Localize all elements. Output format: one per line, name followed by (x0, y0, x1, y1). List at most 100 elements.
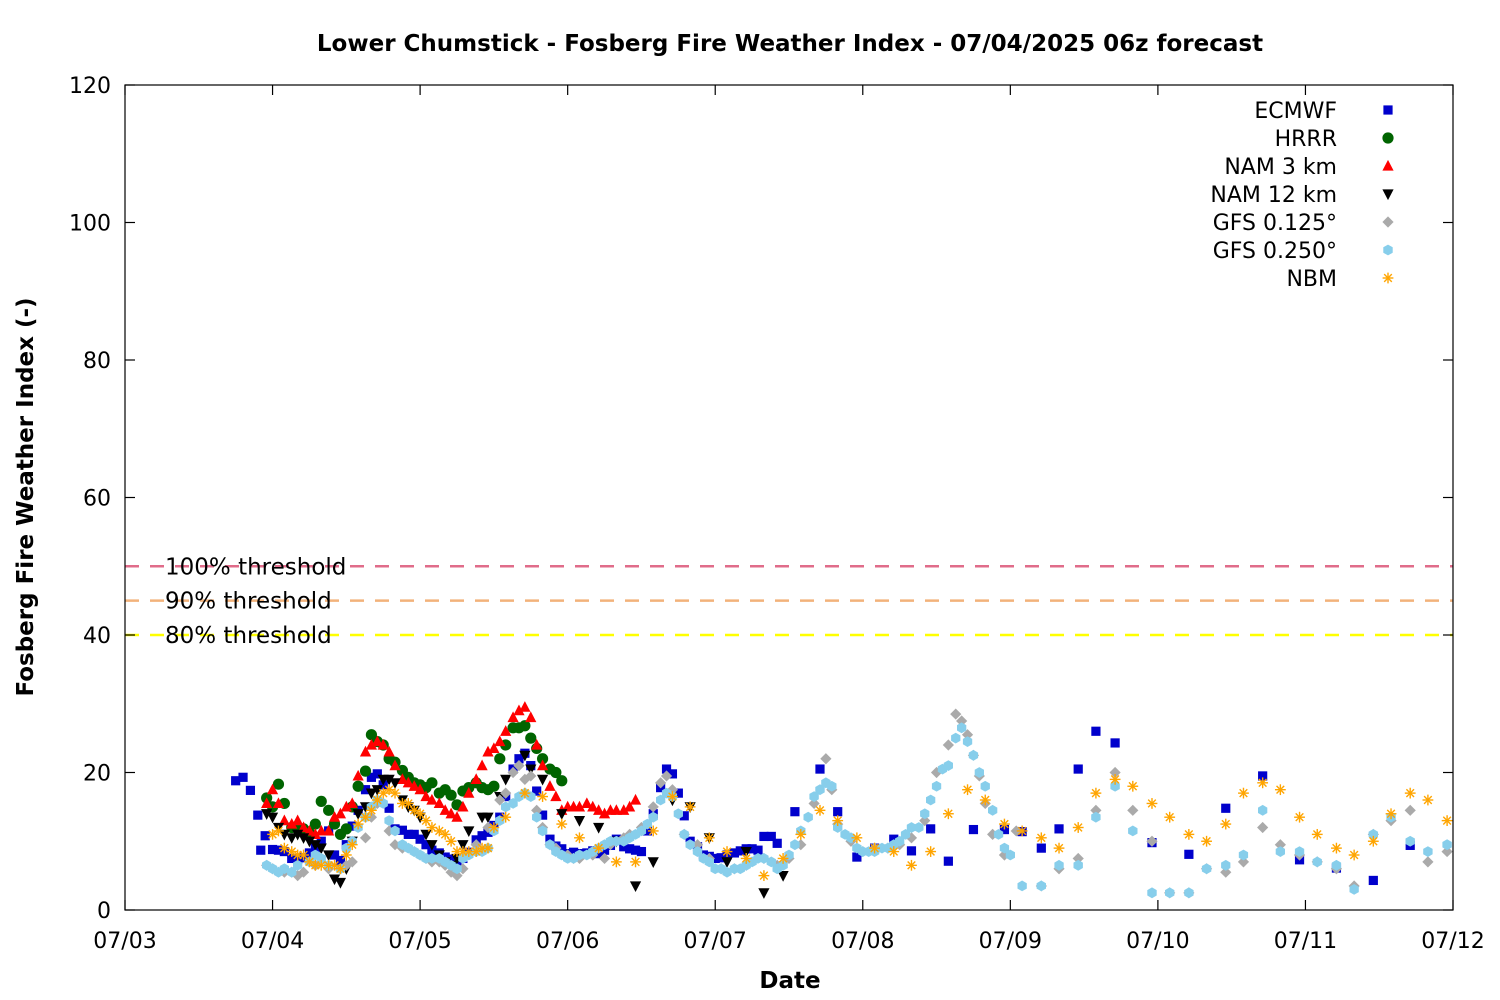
star-stroke (280, 843, 289, 853)
data-point (477, 831, 487, 841)
star-stroke (378, 788, 388, 798)
data-point (919, 815, 931, 827)
star-stroke (1165, 812, 1175, 822)
data-point (1422, 794, 1434, 806)
star-stroke (1221, 819, 1231, 829)
data-point (1091, 811, 1101, 823)
data-point (1441, 845, 1453, 858)
data-point (900, 829, 911, 840)
data-point (500, 787, 512, 799)
data-point (371, 785, 383, 796)
star-stroke (384, 785, 394, 795)
data-point (931, 780, 942, 792)
data-point (359, 832, 372, 844)
data-point (328, 811, 341, 822)
star-stroke (833, 816, 843, 825)
data-point (304, 856, 315, 868)
data-point (352, 780, 364, 792)
data-point (1165, 887, 1175, 899)
y-tick-label: 100 (69, 212, 111, 237)
data-point (704, 856, 714, 868)
data-point (1005, 849, 1015, 861)
data-point (500, 725, 512, 736)
star-stroke (705, 833, 714, 843)
data-point (556, 775, 568, 787)
data-point (334, 877, 347, 889)
y-tick-label: 60 (83, 487, 111, 512)
data-point (366, 804, 377, 816)
data-point (494, 735, 506, 747)
data-point (1331, 842, 1342, 854)
data-point (1367, 835, 1379, 847)
data-point (926, 824, 936, 834)
data-point (347, 821, 357, 831)
data-point (1146, 798, 1158, 809)
data-point (599, 845, 610, 855)
data-point (691, 839, 704, 851)
data-point (451, 811, 463, 822)
star-stroke (1369, 836, 1378, 846)
data-point (1385, 808, 1397, 820)
data-point (766, 831, 776, 842)
data-point (309, 828, 321, 839)
star-stroke (367, 805, 376, 815)
data-point (1422, 856, 1434, 868)
data-point (974, 767, 984, 778)
star-stroke (1386, 809, 1396, 819)
data-point (1017, 880, 1027, 892)
data-point (673, 808, 683, 820)
data-point (415, 834, 425, 844)
data-point (1311, 828, 1323, 840)
data-point (488, 822, 500, 833)
star-stroke (274, 826, 283, 836)
data-point (979, 794, 991, 806)
data-point (721, 857, 733, 868)
x-tick-label: 07/09 (979, 929, 1042, 954)
data-point (1442, 839, 1452, 851)
star-stroke (316, 860, 326, 870)
data-point (315, 795, 327, 807)
data-point (482, 821, 494, 834)
star-stroke (907, 860, 916, 870)
data-point (346, 797, 358, 809)
data-point (573, 816, 586, 827)
data-point (463, 787, 475, 798)
x-tick-label: 07/10 (1126, 929, 1189, 954)
data-point (340, 823, 352, 835)
data-point (278, 814, 290, 826)
data-point (1238, 787, 1249, 799)
star-stroke (1349, 850, 1359, 860)
y-tick-label: 120 (69, 74, 111, 99)
data-point (790, 839, 800, 851)
legend-marker (1382, 272, 1394, 284)
data-point (1258, 804, 1268, 816)
threshold-lines: 100% threshold 90% threshold 80% threshold (125, 554, 1453, 649)
data-point (390, 825, 400, 837)
star-stroke (520, 788, 530, 798)
star-stroke (963, 785, 972, 795)
y-axis-label: Fosberg Fire Weather Index (-) (13, 297, 39, 696)
data-point (1054, 859, 1064, 871)
data-point (943, 760, 953, 771)
data-point (340, 849, 352, 861)
data-point (906, 822, 917, 833)
data-point (267, 844, 278, 855)
data-point (951, 732, 961, 744)
data-point (494, 794, 506, 806)
data-point (999, 818, 1010, 830)
data-point (930, 766, 943, 779)
data-point (735, 846, 745, 856)
legend-label: GFS 0.250° (1213, 239, 1337, 264)
star-stroke (722, 847, 732, 856)
data-point (377, 787, 389, 799)
star-stroke (373, 795, 382, 805)
data-point (1036, 880, 1046, 892)
data-point (759, 853, 769, 864)
y-tick-label: 80 (83, 349, 111, 374)
data-point (383, 784, 395, 796)
data-point (1016, 825, 1028, 837)
data-point (402, 798, 414, 809)
data-point (531, 804, 543, 816)
star-stroke (1147, 799, 1157, 808)
data-point (722, 866, 732, 878)
